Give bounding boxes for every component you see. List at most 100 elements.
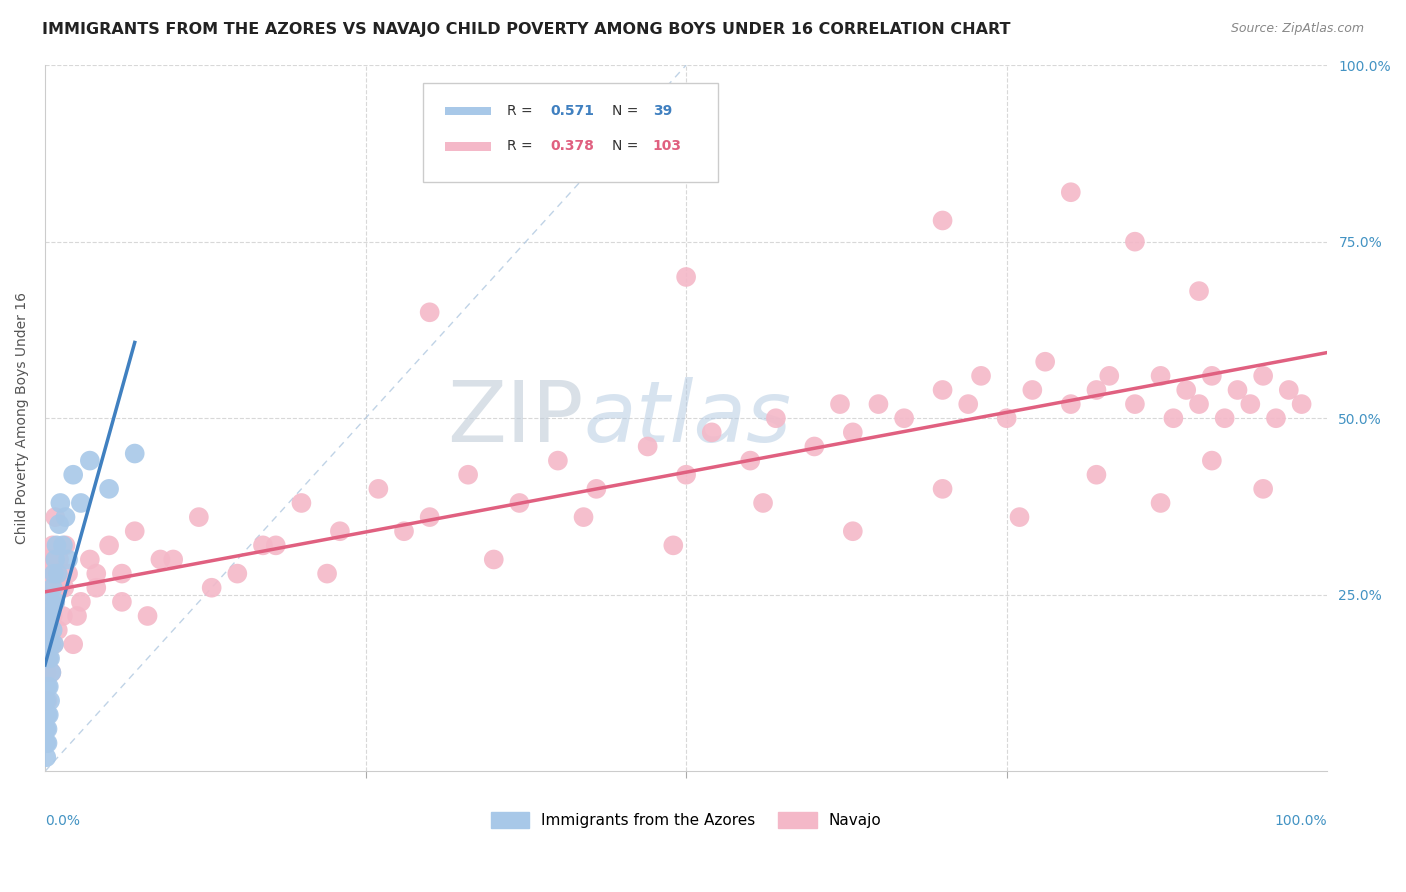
- Point: [42, 637, 65, 651]
- Point: [740, 453, 762, 467]
- Point: [35, 609, 58, 624]
- Text: 0.0%: 0.0%: [45, 814, 80, 828]
- Text: atlas: atlas: [583, 376, 792, 459]
- Point: [572, 510, 595, 524]
- Point: [1278, 383, 1301, 397]
- Point: [868, 397, 890, 411]
- Point: [39, 552, 62, 566]
- Point: [41, 581, 63, 595]
- Point: [35, 707, 58, 722]
- Point: [48, 517, 70, 532]
- Point: [37, 736, 59, 750]
- Point: [70, 595, 93, 609]
- Point: [995, 411, 1018, 425]
- Point: [39, 609, 62, 624]
- Point: [1149, 496, 1171, 510]
- Point: [45, 566, 67, 581]
- Point: [931, 482, 953, 496]
- Point: [419, 510, 441, 524]
- Point: [803, 440, 825, 454]
- Point: [37, 566, 59, 581]
- Point: [55, 538, 77, 552]
- Point: [44, 595, 66, 609]
- Point: [37, 623, 59, 637]
- Point: [1213, 411, 1236, 425]
- Point: [1098, 368, 1121, 383]
- Point: [66, 609, 89, 624]
- Point: [56, 552, 79, 566]
- Point: [1239, 397, 1261, 411]
- Point: [1291, 397, 1313, 411]
- Text: Source: ZipAtlas.com: Source: ZipAtlas.com: [1230, 22, 1364, 36]
- Point: [149, 552, 172, 566]
- Point: [35, 722, 58, 736]
- Point: [842, 524, 865, 539]
- Text: 100.0%: 100.0%: [1275, 814, 1327, 828]
- Point: [1060, 397, 1083, 411]
- Point: [508, 496, 530, 510]
- Point: [252, 538, 274, 552]
- Point: [44, 510, 66, 524]
- Point: [79, 453, 101, 467]
- Point: [41, 595, 63, 609]
- Point: [38, 552, 60, 566]
- Text: IMMIGRANTS FROM THE AZORES VS NAVAJO CHILD POVERTY AMONG BOYS UNDER 16 CORRELATI: IMMIGRANTS FROM THE AZORES VS NAVAJO CHI…: [42, 22, 1011, 37]
- Point: [931, 383, 953, 397]
- Point: [1188, 397, 1211, 411]
- Point: [70, 496, 93, 510]
- Point: [1085, 467, 1108, 482]
- Point: [957, 397, 980, 411]
- Point: [290, 496, 312, 510]
- Point: [44, 552, 66, 566]
- Point: [41, 609, 63, 624]
- Point: [38, 680, 60, 694]
- Point: [1265, 411, 1288, 425]
- Point: [675, 467, 697, 482]
- Point: [44, 595, 66, 609]
- Point: [1123, 235, 1146, 249]
- Point: [41, 623, 63, 637]
- Point: [482, 552, 505, 566]
- Point: [38, 609, 60, 624]
- Point: [37, 694, 59, 708]
- Point: [419, 305, 441, 319]
- Point: [316, 566, 339, 581]
- Point: [187, 510, 209, 524]
- Point: [84, 581, 107, 595]
- Point: [111, 566, 134, 581]
- Point: [53, 581, 76, 595]
- Point: [46, 623, 69, 637]
- Point: [42, 566, 65, 581]
- Point: [98, 538, 121, 552]
- Point: [39, 623, 62, 637]
- Point: [585, 482, 607, 496]
- Point: [62, 467, 84, 482]
- Point: [37, 637, 59, 651]
- Point: [1251, 482, 1274, 496]
- Point: [828, 397, 851, 411]
- Point: [1149, 368, 1171, 383]
- Point: [1251, 368, 1274, 383]
- Point: [842, 425, 865, 440]
- Point: [98, 482, 121, 496]
- Point: [1021, 383, 1043, 397]
- FancyBboxPatch shape: [446, 142, 491, 151]
- Point: [62, 637, 84, 651]
- Y-axis label: Child Poverty Among Boys Under 16: Child Poverty Among Boys Under 16: [15, 293, 30, 544]
- Point: [37, 680, 59, 694]
- Point: [1226, 383, 1249, 397]
- Point: [124, 524, 146, 539]
- Point: [1175, 383, 1198, 397]
- Point: [56, 566, 79, 581]
- Point: [765, 411, 787, 425]
- Point: [79, 552, 101, 566]
- Point: [39, 651, 62, 665]
- Point: [48, 552, 70, 566]
- Point: [52, 538, 75, 552]
- Point: [35, 750, 58, 764]
- Point: [124, 446, 146, 460]
- Text: N =: N =: [612, 104, 643, 118]
- Point: [45, 538, 67, 552]
- Point: [37, 707, 59, 722]
- Point: [162, 552, 184, 566]
